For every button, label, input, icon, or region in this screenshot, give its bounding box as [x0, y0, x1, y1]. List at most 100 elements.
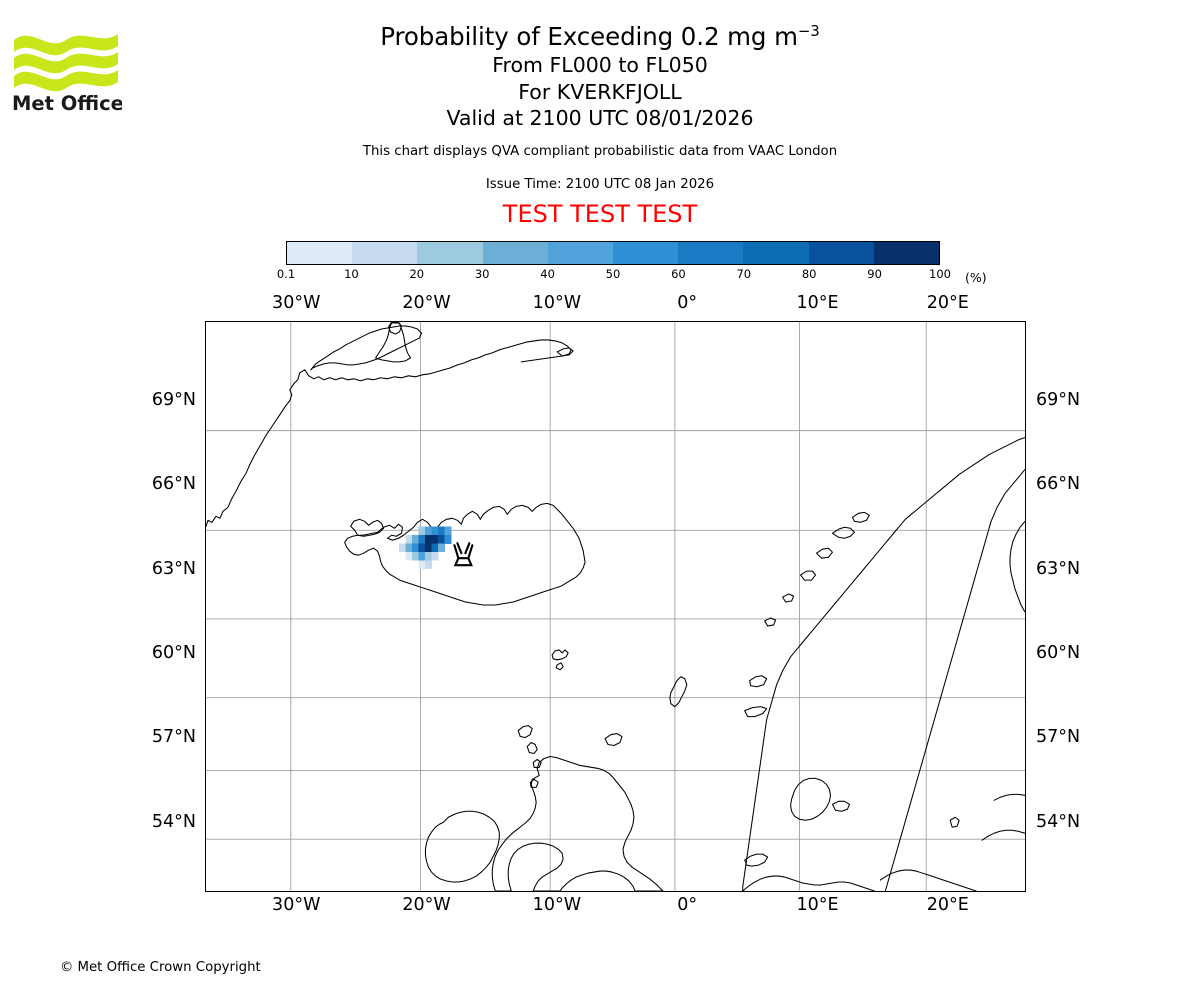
- coastline-denmark: [790, 777, 831, 821]
- colorbar-band-90-100: [873, 242, 940, 264]
- coastline-norway-notch3: [782, 593, 795, 603]
- plume-cell: [431, 535, 439, 544]
- plume-cell: [425, 543, 432, 553]
- coastline-finland: [1009, 520, 1025, 613]
- colorbar-tick-20: 20: [409, 267, 425, 281]
- page-title: Probability of Exceeding 0.2 mg m−3: [0, 22, 1200, 52]
- coastline-hebrides-lewis: [517, 725, 533, 739]
- coastline-islay: [529, 778, 539, 788]
- plume-cell: [418, 551, 426, 561]
- plume-cell: [438, 526, 445, 536]
- colorbar-band-50-60: [613, 242, 679, 264]
- coastline-iceland: [344, 502, 586, 606]
- coastline-northern-europe: [742, 875, 875, 891]
- colorbar-band-20-30: [417, 242, 483, 264]
- met-office-logo: Met Office: [12, 20, 122, 115]
- coastline-faroes: [551, 649, 569, 661]
- plume-cell: [399, 543, 406, 553]
- coastline-norway-notch1: [815, 547, 833, 559]
- lon-label-bottom-20°W: 20°W: [402, 895, 451, 915]
- coastline-iceland-westfjords: [350, 518, 385, 537]
- lat-label-right-63°N: 63°N: [1036, 558, 1081, 579]
- coastline-greenland-ne: [375, 322, 412, 363]
- coastline-sweden-east: [884, 468, 1025, 891]
- colorbar-band-70-80: [743, 242, 809, 264]
- coastline-jan-mayen: [556, 347, 574, 357]
- coastline-ireland: [424, 810, 500, 883]
- coastline-netherlands: [744, 853, 769, 867]
- plume-cell: [425, 560, 432, 570]
- graticule: [206, 322, 1025, 891]
- coastline-lofoten: [831, 526, 855, 539]
- colorbar-tick-0.1: 0.1: [276, 267, 296, 281]
- probability-colorbar: 0.1 10 20 30 40 50 60 70 80 90 100: [277, 241, 951, 285]
- colorbar-tick-40: 40: [540, 267, 555, 281]
- colorbar-tick-70: 70: [736, 267, 752, 281]
- colorbar-tick-100: 100: [929, 267, 951, 281]
- lat-label-right-66°N: 66°N: [1036, 474, 1081, 495]
- lon-label-top-10°W: 10°W: [532, 293, 582, 313]
- colorbar-band-60-70: [678, 242, 744, 264]
- coastline-norway-notch4: [764, 617, 777, 627]
- colorbar-tick-80: 80: [801, 267, 817, 281]
- coastline-shetland: [669, 676, 688, 708]
- lat-label-left-57°N: 57°N: [151, 727, 196, 748]
- coastline-gotland: [949, 816, 960, 828]
- coastline-orkney: [604, 733, 623, 747]
- plume-cell: [431, 526, 439, 536]
- qva-note: This chart displays QVA compliant probab…: [362, 143, 838, 159]
- colorbar-band-40-50: [547, 242, 614, 264]
- coastline-norway: [742, 437, 1025, 891]
- colorbar-tick-90: 90: [867, 267, 882, 281]
- test-banner: TEST TEST TEST: [502, 199, 698, 228]
- plume-cell: [412, 551, 419, 561]
- lat-label-left-63°N: 63°N: [151, 558, 196, 579]
- page-title-exponent: −3: [797, 21, 820, 40]
- lat-label-left-54°N: 54°N: [151, 811, 196, 832]
- plume-cell: [444, 526, 452, 536]
- plume-cell: [405, 535, 413, 544]
- colorbar-tick-30: 30: [474, 267, 490, 281]
- flight-level-line: From FL000 to FL050: [492, 53, 708, 77]
- coastline-hebrides: [526, 741, 538, 755]
- volcano-marker-icon: [453, 542, 474, 567]
- coastline-faroes-south: [555, 662, 564, 671]
- coastline-great-britain: [491, 755, 664, 891]
- plume-cell: [418, 543, 426, 553]
- map-panel[interactable]: [205, 321, 1026, 892]
- coastline-greenland: [206, 339, 572, 527]
- colorbar-band-80-90: [808, 242, 874, 264]
- plume-cell: [418, 526, 426, 536]
- plume-cell: [444, 535, 452, 544]
- plume-cell: [425, 551, 432, 561]
- plume-cell: [418, 560, 426, 570]
- colorbar-band-0.1-10: [287, 242, 353, 264]
- colorbar-tick-50: 50: [605, 267, 621, 281]
- lon-label-top-20°W: 20°W: [402, 293, 451, 313]
- lon-label-bottom-10°W: 10°W: [532, 895, 582, 915]
- plume-cell: [418, 535, 426, 544]
- logo-text: Met Office: [12, 92, 122, 115]
- colorbar-tick-10: 10: [344, 267, 359, 281]
- plume-cell: [405, 551, 413, 561]
- colorbar-tick-60: 60: [671, 267, 686, 281]
- coastline-norway-fjord-sognefjord: [744, 706, 768, 718]
- coastline-baltic-south: [879, 869, 977, 891]
- coastlines: [206, 322, 1025, 891]
- lon-label-top-0°: 0°: [677, 293, 698, 313]
- lat-label-right-60°N: 60°N: [1036, 642, 1081, 663]
- plume-cell: [412, 535, 419, 544]
- coastline-norway-fjord-west: [749, 675, 768, 688]
- coastline-greenland-fjord: [310, 325, 422, 371]
- issue-time: Issue Time: 2100 UTC 08 Jan 2026: [485, 176, 715, 192]
- lat-label-left-69°N: 69°N: [151, 389, 196, 410]
- lat-label-left-60°N: 60°N: [151, 642, 196, 663]
- plume-cell: [405, 543, 413, 553]
- lon-label-top-10°E: 10°E: [796, 293, 839, 313]
- copyright-notice: © Met Office Crown Copyright: [60, 960, 261, 975]
- plume-cell: [425, 535, 432, 544]
- colorbar-band-10-20: [352, 242, 418, 264]
- ash-plume-grid: [399, 526, 452, 570]
- lat-label-right-69°N: 69°N: [1036, 389, 1081, 410]
- coastline-vesteralen: [851, 511, 870, 523]
